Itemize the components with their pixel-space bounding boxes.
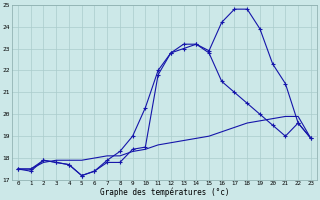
X-axis label: Graphe des températures (°c): Graphe des températures (°c) bbox=[100, 188, 229, 197]
